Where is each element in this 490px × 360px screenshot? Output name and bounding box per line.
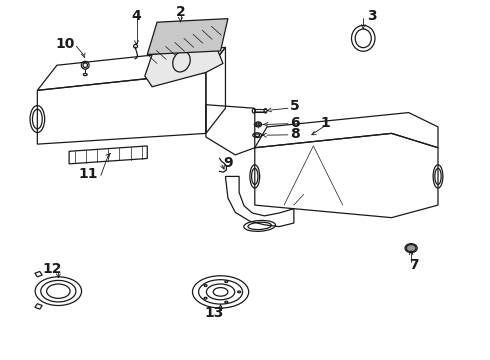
- Text: 12: 12: [42, 262, 62, 276]
- Polygon shape: [147, 19, 228, 54]
- Text: 1: 1: [321, 116, 330, 130]
- Text: 4: 4: [132, 9, 142, 23]
- Text: 5: 5: [290, 99, 300, 113]
- Text: 13: 13: [204, 306, 224, 320]
- Text: 10: 10: [55, 37, 75, 51]
- Text: 8: 8: [290, 127, 300, 141]
- Text: 9: 9: [223, 156, 233, 170]
- Ellipse shape: [406, 244, 416, 252]
- Text: 11: 11: [79, 167, 98, 181]
- Text: 6: 6: [290, 116, 299, 130]
- Text: 3: 3: [367, 9, 377, 23]
- Polygon shape: [145, 45, 223, 87]
- Text: 7: 7: [409, 258, 418, 273]
- Text: 2: 2: [175, 5, 185, 19]
